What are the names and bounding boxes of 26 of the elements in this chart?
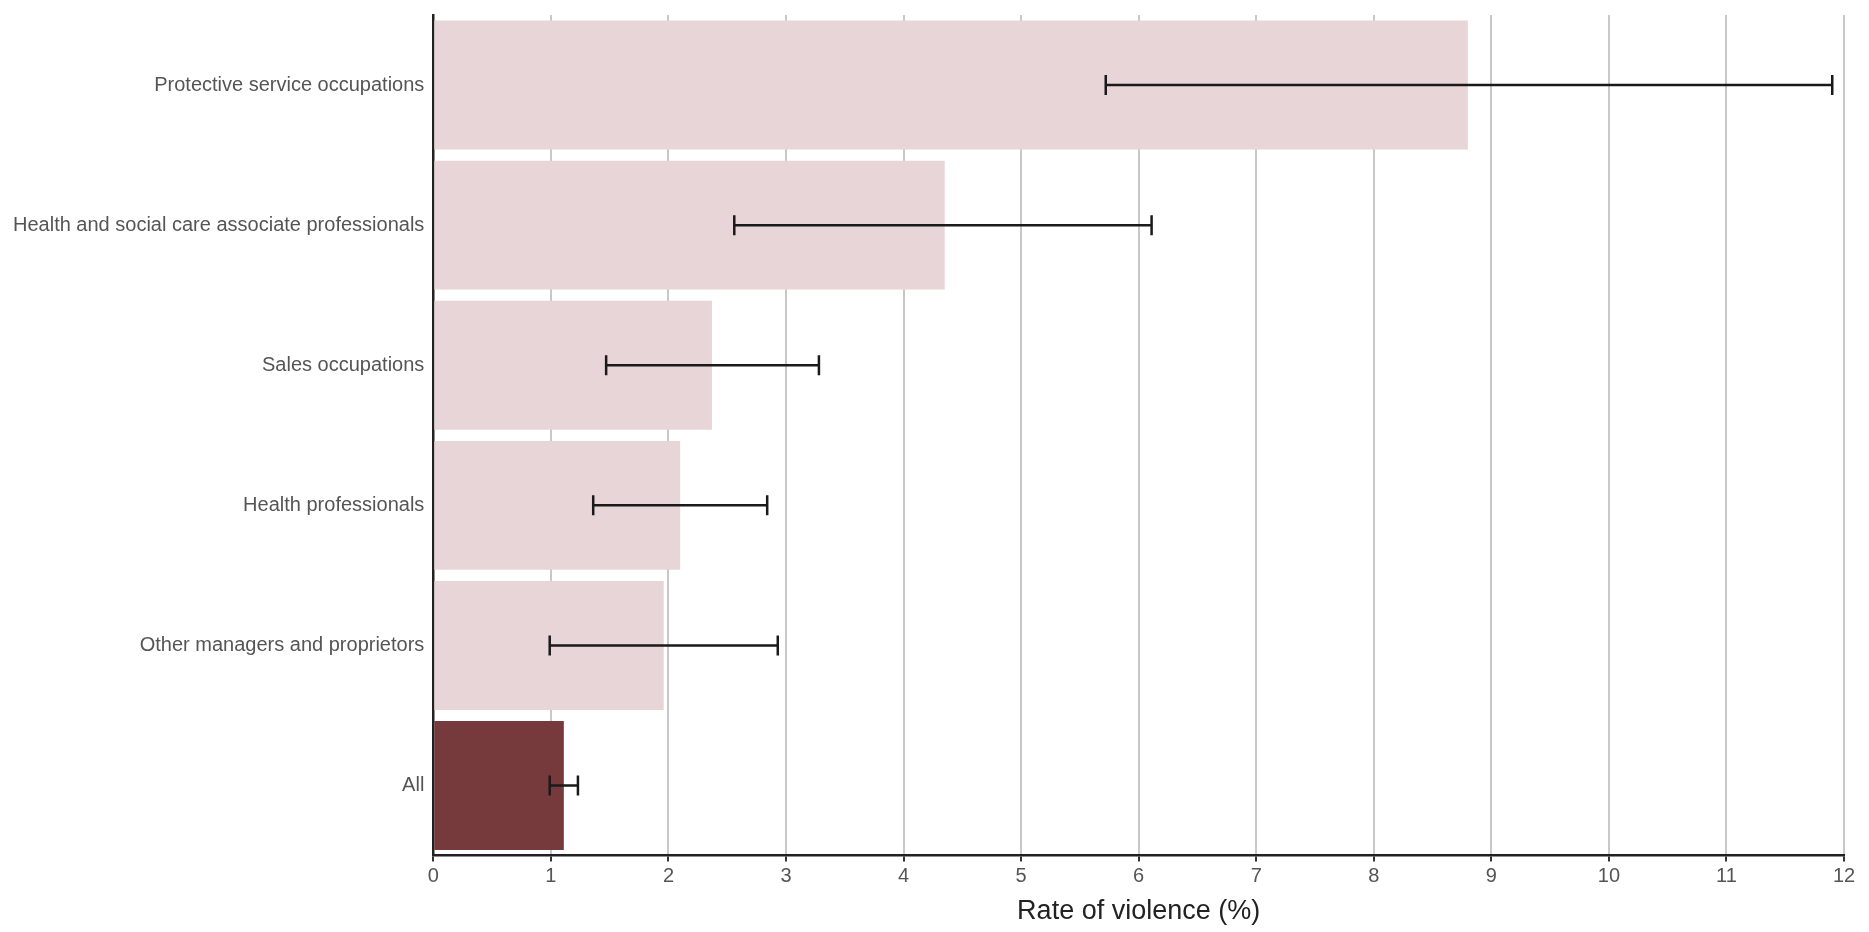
bar [434,721,564,850]
x-axis-title: Rate of violence (%) [1017,895,1261,926]
bar [434,20,1468,150]
y-tick-label: Other managers and proprietors [139,632,425,655]
x-tick-label: 7 [1250,864,1262,887]
bar [434,300,712,430]
x-tick-label: 4 [898,864,910,887]
x-tick-label: 2 [662,864,675,887]
bar [434,160,945,290]
y-tick-label: Health and social care associate professionals [12,212,425,235]
y-tick-label: All [402,773,425,796]
x-tick-label: 10 [1597,864,1621,887]
bar [434,581,664,710]
x-tick-label: 3 [780,864,792,887]
bar [434,440,681,570]
x-tick-label: 8 [1368,864,1380,887]
x-tick-label: 11 [1716,864,1737,887]
x-tick-label: 9 [1485,864,1497,887]
x-tick-label: 5 [1015,864,1027,887]
x-tick-label: 12 [1832,864,1856,887]
y-tick-label: Health professionals [243,492,425,515]
x-tick-label: 6 [1133,864,1145,887]
x-tick-label: 1 [545,864,557,887]
y-tick-label: Sales occupations [262,352,425,375]
x-tick-label: 0 [427,864,439,887]
y-tick-label: Protective service occupations [154,72,425,95]
